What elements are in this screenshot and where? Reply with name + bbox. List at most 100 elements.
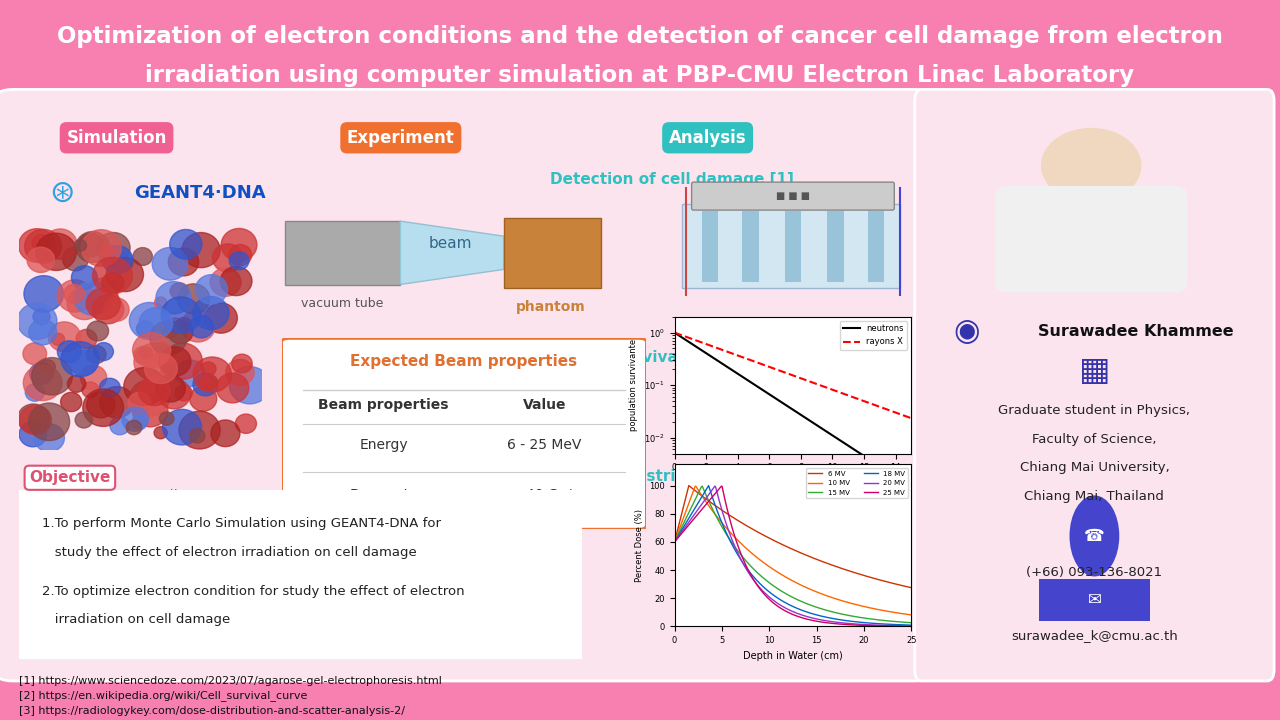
Circle shape [221, 228, 257, 261]
Circle shape [102, 246, 133, 274]
Circle shape [64, 284, 84, 303]
Circle shape [23, 365, 61, 400]
Circle shape [58, 280, 92, 312]
Text: Expected Beam properties: Expected Beam properties [351, 354, 577, 369]
Circle shape [193, 373, 218, 396]
6 MV [681, 481, 696, 490]
FancyBboxPatch shape [691, 182, 895, 210]
Line: neutrons: neutrons [675, 333, 911, 487]
Text: Cell survival curve [2]: Cell survival curve [2] [577, 351, 765, 365]
X-axis label: Depth in Water (cm): Depth in Water (cm) [744, 651, 842, 661]
Circle shape [127, 420, 142, 435]
Circle shape [177, 284, 210, 314]
Text: irradiation using computer simulation at PBP-CMU Electron Linac Laboratory: irradiation using computer simulation at… [146, 64, 1134, 87]
Circle shape [23, 343, 46, 364]
Circle shape [19, 229, 55, 262]
10 MV [687, 482, 703, 490]
Circle shape [129, 302, 170, 340]
Polygon shape [399, 221, 504, 284]
Circle shape [69, 350, 97, 376]
Circle shape [133, 333, 170, 368]
Text: [3] https://radiologykey.com/dose-distribution-and-scatter-analysis-2/: [3] https://radiologykey.com/dose-distri… [19, 706, 404, 716]
Circle shape [180, 310, 215, 342]
Circle shape [68, 375, 86, 392]
10 MV [813, 589, 828, 598]
FancyBboxPatch shape [995, 186, 1188, 293]
15 MV [882, 617, 897, 626]
Text: study the effect of electron irradiation on cell damage: study the effect of electron irradiation… [42, 546, 416, 559]
Circle shape [60, 392, 82, 412]
FancyBboxPatch shape [0, 89, 933, 681]
Circle shape [161, 366, 175, 379]
Text: 2.To optimize electron condition for study the effect of electron: 2.To optimize electron condition for stu… [42, 585, 465, 598]
6 MV [882, 578, 897, 587]
Circle shape [87, 278, 118, 307]
Text: surawadee_k@cmu.ac.th: surawadee_k@cmu.ac.th [1011, 629, 1178, 642]
Circle shape [93, 343, 114, 361]
Circle shape [106, 258, 143, 292]
rayons X [892, 410, 908, 418]
neutrons [883, 469, 899, 478]
Text: [2] https://en.wikipedia.org/wiki/Cell_survival_curve: [2] https://en.wikipedia.org/wiki/Cell_s… [19, 690, 307, 701]
FancyBboxPatch shape [282, 338, 646, 529]
Legend: neutrons, rayons X: neutrons, rayons X [840, 321, 908, 350]
18 MV [809, 611, 824, 619]
20 MV [667, 538, 682, 546]
25 MV [714, 482, 730, 490]
Circle shape [87, 392, 115, 418]
Circle shape [133, 248, 152, 266]
Circle shape [177, 360, 205, 387]
Circle shape [225, 359, 255, 385]
Circle shape [72, 266, 97, 289]
15 MV [808, 603, 823, 611]
Circle shape [168, 318, 183, 331]
6 MV [813, 557, 828, 565]
FancyBboxPatch shape [868, 210, 884, 282]
10 MV [904, 611, 919, 619]
20 MV [868, 621, 883, 629]
Circle shape [26, 384, 45, 401]
Circle shape [33, 309, 50, 325]
Circle shape [160, 412, 174, 426]
Circle shape [81, 366, 106, 390]
Text: GEANT4·DNA: GEANT4·DNA [134, 184, 266, 202]
rayons X [730, 351, 745, 360]
10 MV [868, 605, 883, 613]
Circle shape [124, 367, 165, 405]
Text: Irradiation on cells: Irradiation on cells [49, 489, 184, 503]
Circle shape [156, 282, 191, 314]
Circle shape [76, 412, 92, 428]
Text: 6 - 25 MeV: 6 - 25 MeV [507, 438, 581, 452]
Text: 1.To perform Monte Carlo Simulation using GEANT4-DNA for: 1.To perform Monte Carlo Simulation usin… [42, 517, 440, 530]
10 MV [668, 536, 684, 544]
Circle shape [137, 321, 154, 337]
Circle shape [83, 389, 124, 426]
Circle shape [28, 403, 69, 441]
Circle shape [122, 407, 148, 431]
Text: Detection of cell damage [1]: Detection of cell damage [1] [549, 172, 794, 186]
neutrons [667, 328, 682, 337]
20 MV [809, 615, 824, 624]
FancyBboxPatch shape [285, 221, 399, 284]
Text: (+66) 093-136-8021: (+66) 093-136-8021 [1027, 567, 1162, 580]
Legend: 6 MV, 10 MV, 15 MV, 18 MV, 20 MV, 25 MV: 6 MV, 10 MV, 15 MV, 18 MV, 20 MV, 25 MV [805, 468, 908, 498]
Circle shape [152, 248, 188, 280]
Circle shape [170, 230, 202, 259]
6 MV [809, 555, 824, 564]
Text: Energy: Energy [360, 438, 408, 452]
Text: > 40 Gy/s: > 40 Gy/s [509, 488, 579, 502]
Circle shape [189, 315, 214, 338]
Line: 18 MV: 18 MV [675, 485, 911, 625]
Text: Faculty of Science,: Faculty of Science, [1032, 433, 1157, 446]
Text: Simulation: Simulation [67, 129, 166, 147]
Circle shape [100, 378, 120, 397]
25 MV [813, 618, 828, 626]
Circle shape [202, 375, 218, 390]
Circle shape [29, 363, 52, 384]
Circle shape [110, 417, 129, 435]
10 MV [882, 608, 897, 616]
Circle shape [211, 420, 239, 446]
Circle shape [49, 322, 81, 351]
20 MV [813, 616, 828, 624]
Circle shape [86, 288, 120, 320]
